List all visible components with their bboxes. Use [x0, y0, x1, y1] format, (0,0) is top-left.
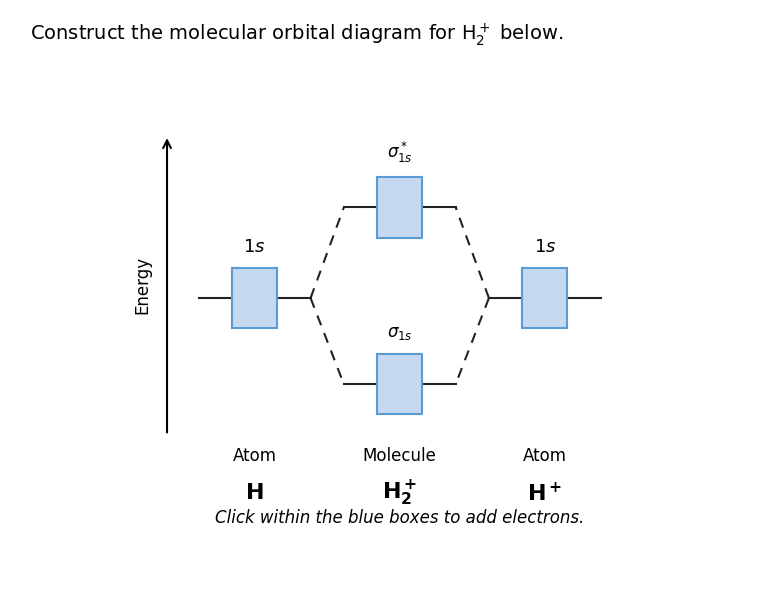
- Bar: [377, 354, 423, 414]
- Text: Construct the molecular orbital diagram for $\mathrm{H_2^+}$ below.: Construct the molecular orbital diagram …: [30, 21, 563, 48]
- Text: $\mathbf{H}$: $\mathbf{H}$: [246, 483, 264, 503]
- Text: $\sigma^*_{1s}$: $\sigma^*_{1s}$: [387, 140, 413, 165]
- Bar: [377, 177, 423, 237]
- Text: $\mathbf{H^+}$: $\mathbf{H^+}$: [527, 482, 562, 505]
- Text: $\sigma_{1s}$: $\sigma_{1s}$: [387, 324, 413, 342]
- Bar: [232, 268, 278, 329]
- Text: Molecule: Molecule: [363, 447, 437, 465]
- Text: Click within the blue boxes to add electrons.: Click within the blue boxes to add elect…: [215, 509, 584, 527]
- Text: Energy: Energy: [134, 256, 152, 314]
- Text: $\mathbf{H_2^+}$: $\mathbf{H_2^+}$: [382, 479, 417, 508]
- Bar: [522, 268, 568, 329]
- Text: Atom: Atom: [523, 447, 567, 465]
- Text: $1s$: $1s$: [534, 238, 556, 256]
- Text: Atom: Atom: [232, 447, 277, 465]
- Text: $1s$: $1s$: [243, 238, 266, 256]
